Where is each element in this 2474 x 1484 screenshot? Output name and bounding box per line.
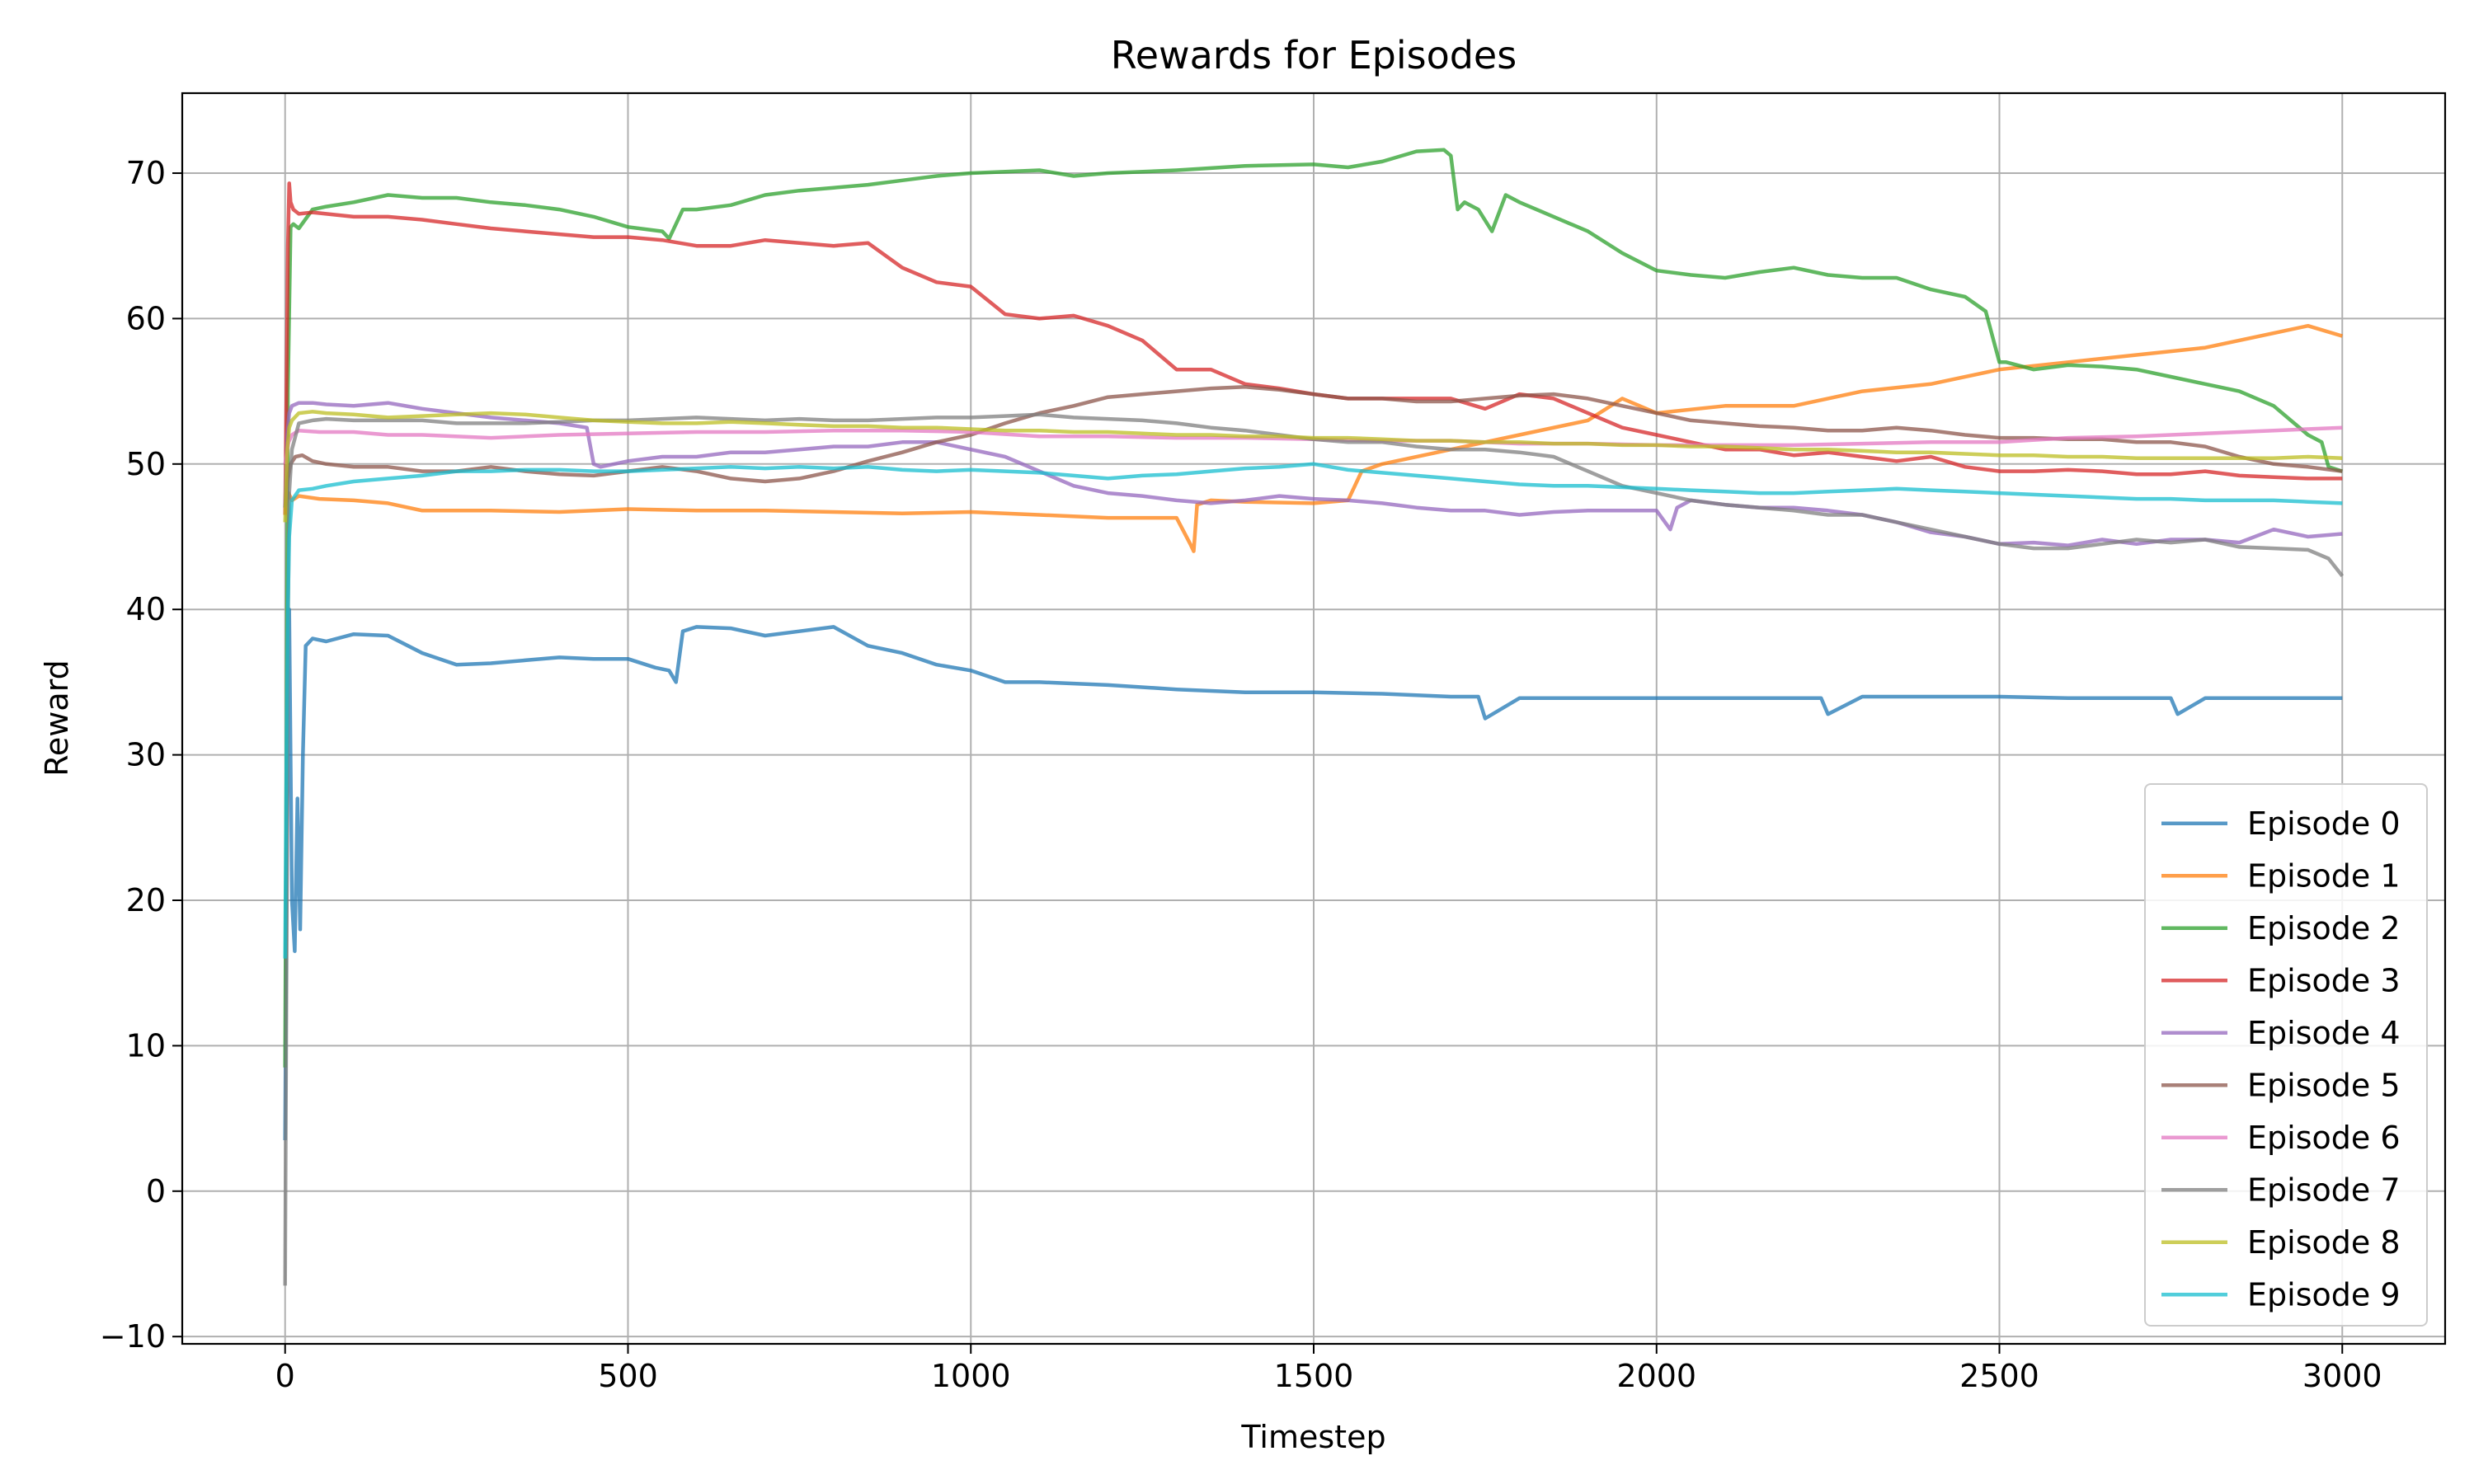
legend: Episode 0 Episode 1 Episode 2 Episode 3 Epis…	[2144, 783, 2428, 1327]
legend-label: Episode 0	[2247, 805, 2401, 842]
y-tick-label: 0	[146, 1173, 166, 1209]
legend-label: Episode 6	[2247, 1120, 2401, 1156]
series-line-3	[283, 181, 2343, 515]
y-tick-label: 50	[126, 446, 166, 482]
legend-label: Episode 5	[2247, 1067, 2401, 1103]
series-line-6	[283, 425, 2343, 465]
y-tick-label: −10	[100, 1318, 166, 1355]
series-line-9	[283, 462, 2343, 959]
x-tick-label: 2500	[1959, 1358, 2039, 1394]
y-tick-label: 10	[126, 1027, 166, 1064]
series-line-2	[283, 148, 2343, 1068]
x-tick-label: 0	[275, 1358, 295, 1394]
x-tick-label: 3000	[2302, 1358, 2382, 1394]
x-tick-label: 1000	[931, 1358, 1011, 1394]
y-tick-label: 70	[126, 155, 166, 191]
y-axis: −10 0 10 20 30 40 50 60 70	[100, 155, 182, 1355]
y-axis-label: Reward	[39, 660, 75, 777]
legend-label: Episode 4	[2247, 1015, 2401, 1051]
legend-label: Episode 2	[2247, 910, 2401, 946]
chart-title: Rewards for Episodes	[1111, 33, 1517, 77]
legend-label: Episode 9	[2247, 1276, 2401, 1313]
y-tick-label: 40	[126, 591, 166, 627]
series-line-8	[283, 410, 2343, 523]
x-tick-label: 500	[598, 1358, 658, 1394]
legend-label: Episode 3	[2247, 962, 2401, 998]
legend-label: Episode 8	[2247, 1224, 2401, 1261]
y-tick-label: 30	[126, 737, 166, 773]
x-tick-label: 1500	[1274, 1358, 1354, 1394]
x-axis: 0 500 1000 1500 2000 2500 3000	[275, 1344, 2382, 1394]
legend-label: Episode 7	[2247, 1172, 2401, 1208]
series-line-7	[283, 412, 2345, 1286]
y-tick-label: 20	[126, 882, 166, 918]
x-tick-label: 2000	[1616, 1358, 1696, 1394]
series-line-0	[283, 607, 2343, 1141]
series-lines	[283, 148, 2345, 1286]
series-line-1	[283, 323, 2343, 553]
y-tick-label: 60	[126, 300, 166, 336]
x-axis-label: Timestep	[1240, 1419, 1385, 1455]
series-line-5	[283, 385, 2343, 508]
legend-label: Episode 1	[2247, 857, 2401, 894]
